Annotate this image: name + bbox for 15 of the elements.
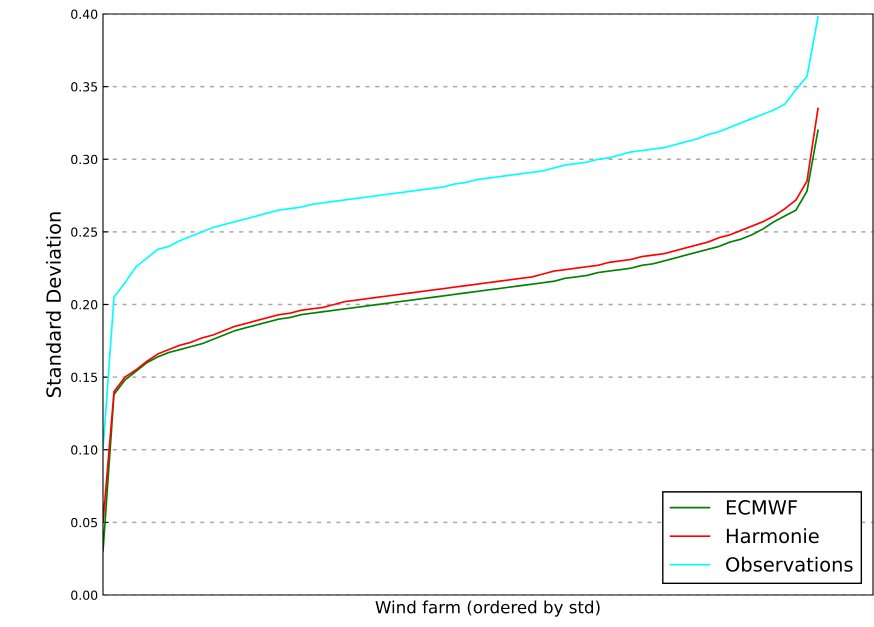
y-tick-label: 0.10 (71, 445, 98, 455)
y-tick-label: 0.00 (71, 590, 98, 600)
y-tick-label: 0.20 (71, 300, 98, 310)
y-tick-label: 0.25 (71, 227, 98, 237)
legend-label: Harmonie (726, 528, 819, 544)
x-axis-title: Wind farm (ordered by std) (376, 600, 600, 617)
legend-label: ECMWF (726, 500, 797, 515)
y-axis-title: Standard Deviation (46, 212, 61, 398)
y-tick-label: 0.15 (71, 372, 98, 382)
y-tick-label: 0.30 (71, 154, 98, 164)
y-tick-label: 0.35 (71, 82, 98, 92)
line-series (103, 16, 819, 451)
y-tick-label: 0.40 (71, 9, 98, 19)
legend-label: Observations (726, 556, 853, 572)
y-tick-label: 0.05 (71, 518, 98, 528)
